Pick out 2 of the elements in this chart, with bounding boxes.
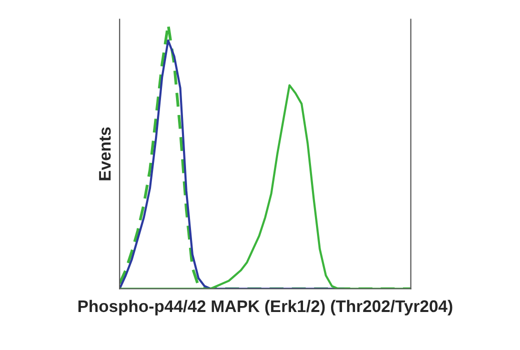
x-axis-title: Phospho-p44/42 MAPK (Erk1/2) (Thr202/Tyr204)	[78, 300, 452, 316]
y-axis-title: Events	[99, 127, 111, 180]
